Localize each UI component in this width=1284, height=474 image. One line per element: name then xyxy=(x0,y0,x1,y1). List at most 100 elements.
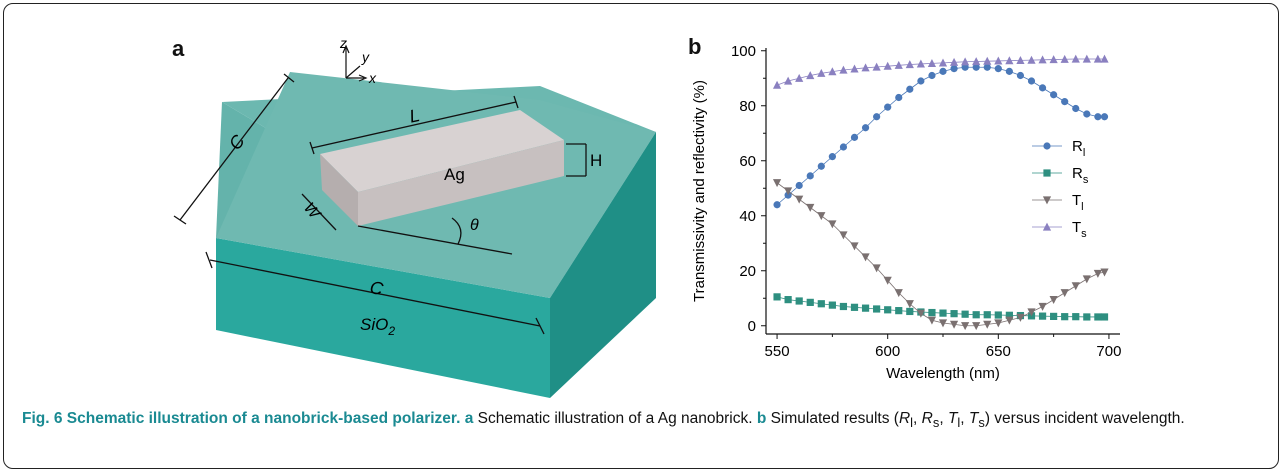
panel-label-b: b xyxy=(688,34,702,59)
data-point-tl xyxy=(894,289,903,298)
data-point-ts xyxy=(806,71,815,80)
data-point-ts xyxy=(795,73,804,82)
data-point-ts xyxy=(994,56,1003,65)
data-point-tl xyxy=(1060,289,1069,298)
data-point-rs xyxy=(828,301,836,309)
brick-material-label: Ag xyxy=(444,165,465,184)
data-point-rl xyxy=(806,172,814,180)
data-point-ts xyxy=(1093,54,1102,63)
data-point-rs xyxy=(806,298,814,306)
data-point-rs xyxy=(884,306,892,314)
data-point-tl xyxy=(872,264,881,273)
data-point-tl xyxy=(883,276,892,285)
data-point-ts xyxy=(905,60,914,69)
data-point-ts xyxy=(1016,55,1025,64)
data-point-rs xyxy=(1038,312,1047,320)
data-point-ts xyxy=(872,62,881,71)
data-point-rl xyxy=(950,65,958,73)
data-point-tl xyxy=(938,319,948,328)
data-point-rs xyxy=(950,310,958,318)
data-point-rl xyxy=(917,77,925,85)
data-point-ts xyxy=(894,60,903,69)
x-tick-label: 600 xyxy=(875,343,900,360)
data-point-rs xyxy=(1072,313,1080,321)
legend-label: Rs xyxy=(1072,165,1089,186)
data-point-ts xyxy=(1100,54,1109,63)
axis-label-y: y xyxy=(361,49,370,65)
data-point-rl xyxy=(928,71,936,80)
dimension-label-c-front: C xyxy=(368,277,386,299)
legend-marker xyxy=(1043,169,1051,177)
data-point-rs xyxy=(773,293,781,301)
y-tick-label: 60 xyxy=(739,153,756,170)
data-point-tl xyxy=(795,195,804,204)
data-point-rs xyxy=(906,307,914,316)
data-point-rl xyxy=(1072,104,1080,113)
data-point-rl xyxy=(1038,84,1047,92)
data-point-rs xyxy=(1094,313,1102,321)
series-line-rl xyxy=(776,66,1105,206)
data-point-ts xyxy=(1060,54,1069,63)
data-point-tl xyxy=(949,320,959,329)
data-point-tl xyxy=(850,242,859,251)
data-point-ts xyxy=(828,67,837,76)
data-point-ts xyxy=(916,59,925,68)
data-point-rl xyxy=(972,63,980,71)
caption-text-a: Schematic illustration of a Ag nanobrick… xyxy=(473,410,757,427)
data-point-ts xyxy=(1071,54,1080,63)
data-point-tl xyxy=(784,187,793,196)
caption-ref-a: a xyxy=(464,410,474,427)
data-point-rs xyxy=(939,309,947,317)
data-point-rl xyxy=(939,67,947,75)
y-tick-label: 0 xyxy=(748,318,756,335)
plot-area: 0 20 40 60 80 100 550 600 650 700 Rl Rs Tl Ts xyxy=(731,43,1121,360)
caption-ref-b: b xyxy=(756,410,767,427)
substrate-side-face xyxy=(550,132,656,398)
axis-label-z: z xyxy=(339,35,347,51)
data-point-rs xyxy=(983,311,991,319)
figure-frame xyxy=(3,3,1279,469)
data-point-rs xyxy=(895,307,903,315)
y-tick-label: 80 xyxy=(739,98,756,115)
data-point-tl xyxy=(1049,296,1058,305)
legend-marker xyxy=(1042,196,1052,205)
data-point-rs xyxy=(795,297,803,305)
x-axis-label: Wavelength (nm) xyxy=(886,365,1000,382)
y-tick-label: 100 xyxy=(731,43,756,60)
nanobrick-schematic: z y x C C L H W θ Ag SiO2 xyxy=(173,35,656,398)
data-point-tl xyxy=(817,212,826,221)
data-point-rl xyxy=(961,63,969,71)
data-point-rl xyxy=(839,143,848,151)
data-point-tl xyxy=(1100,268,1109,277)
legend-marker xyxy=(1043,142,1051,150)
caption-text-b1: Simulated results ( xyxy=(766,410,899,427)
data-point-rl xyxy=(873,113,881,121)
brick-front-face xyxy=(358,140,564,226)
figure-caption: Fig. 6 Schematic illustration of a nanob… xyxy=(22,408,1262,434)
data-point-tl xyxy=(828,220,837,229)
data-point-rs xyxy=(1005,311,1013,319)
data-point-rs xyxy=(817,300,825,308)
data-point-ts xyxy=(983,56,992,65)
data-point-ts xyxy=(961,57,970,66)
data-point-ts xyxy=(1049,55,1058,64)
caption-vars: Rl, Rs, Tl, Ts xyxy=(898,410,985,431)
data-point-rs xyxy=(861,304,870,312)
data-point-rl xyxy=(994,65,1002,73)
data-point-tl xyxy=(983,320,992,329)
caption-title: Fig. 6 Schematic illustration of a nanob… xyxy=(22,410,461,427)
data-point-tl xyxy=(927,316,937,325)
data-point-ts xyxy=(949,57,959,66)
y-axis-label: Transmissivity and reflectivity (%) xyxy=(691,80,708,302)
data-point-rs xyxy=(994,311,1002,319)
brick-side-face xyxy=(320,154,358,226)
data-point-rl xyxy=(1094,113,1102,121)
data-point-rl xyxy=(1061,98,1069,106)
caption-text-b2: ) versus incident wavelength. xyxy=(984,410,1185,427)
y-tick-label: 20 xyxy=(739,263,756,280)
data-point-tl xyxy=(772,179,782,188)
coordinate-axes xyxy=(342,44,368,82)
data-point-rs xyxy=(1083,313,1091,321)
data-point-ts xyxy=(839,65,848,74)
data-point-tl xyxy=(839,231,848,240)
